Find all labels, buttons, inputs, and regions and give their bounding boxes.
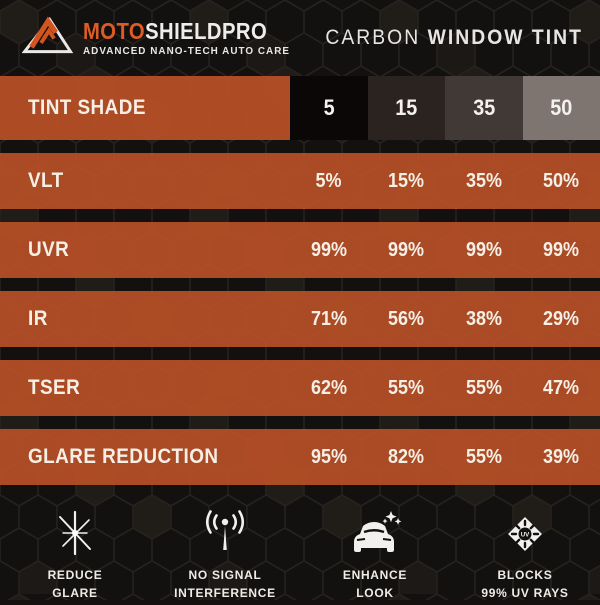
row-label: IR xyxy=(0,307,290,331)
table-row-uvr: UVR 99% 99% 99% 99% xyxy=(0,222,600,278)
row-value: 95% xyxy=(290,446,368,469)
row-value: 99% xyxy=(290,239,368,262)
feature-label-line2: LOOK xyxy=(343,584,407,602)
brand-name-moto: MOTO xyxy=(83,18,145,44)
row-value: 71% xyxy=(290,308,368,331)
row-value: 55% xyxy=(445,377,523,400)
uv-icon: UV xyxy=(501,510,549,558)
row-value: 55% xyxy=(368,377,446,400)
feature-reduce-glare: REDUCE GLARE xyxy=(0,498,150,600)
shade-swatch-50: 50 xyxy=(523,76,600,140)
row-value: 50% xyxy=(523,170,600,193)
tint-shade-header-row: TINT SHADE 5 15 35 50 xyxy=(0,76,600,140)
row-label: GLARE REDUCTION xyxy=(0,445,290,469)
page-title: CARBON WINDOW TINT xyxy=(326,26,584,50)
row-value: 99% xyxy=(368,239,446,262)
table-row-ir: IR 71% 56% 38% 29% xyxy=(0,291,600,347)
row-value: 56% xyxy=(368,308,446,331)
row-value: 39% xyxy=(523,446,600,469)
row-label: TSER xyxy=(0,376,290,400)
row-value: 55% xyxy=(445,446,523,469)
feature-label-line1: NO SIGNAL xyxy=(174,566,276,584)
feature-label-line2: INTERFERENCE xyxy=(174,584,276,602)
starburst-icon xyxy=(51,510,99,558)
row-value: 35% xyxy=(445,170,523,193)
feature-blocks-uv: UV BLOCKS 99% UV RAYS xyxy=(450,498,600,600)
car-icon xyxy=(345,510,405,558)
feature-label-line1: REDUCE xyxy=(48,566,103,584)
page-title-carbon: CARBON xyxy=(326,26,421,49)
row-label: VLT xyxy=(0,169,290,193)
shade-swatch-35: 35 xyxy=(445,76,523,140)
brand-logo: MOTOSHIELDPRO ADVANCED NANO-TECH AUTO CA… xyxy=(22,14,303,63)
row-label: UVR xyxy=(0,238,290,262)
row-value: 15% xyxy=(368,170,446,193)
row-value: 5% xyxy=(290,170,368,193)
tint-shade-label: TINT SHADE xyxy=(0,76,290,140)
antenna-icon xyxy=(200,510,250,558)
row-value: 82% xyxy=(368,446,446,469)
svg-text:UV: UV xyxy=(521,531,530,538)
feature-label-line2: 99% UV RAYS xyxy=(481,584,568,602)
header: MOTOSHIELDPRO ADVANCED NANO-TECH AUTO CA… xyxy=(0,0,600,76)
shade-swatch-5: 5 xyxy=(290,76,368,140)
table-row-glare-reduction: GLARE REDUCTION 95% 82% 55% 39% xyxy=(0,429,600,485)
feature-label-line2: GLARE xyxy=(48,584,103,602)
feature-enhance-look: ENHANCE LOOK xyxy=(300,498,450,600)
features-footer: REDUCE GLARE NO SIGNAL xyxy=(0,498,600,600)
triangle-logo-icon xyxy=(22,14,74,63)
row-value: 29% xyxy=(523,308,600,331)
table-row-vlt: VLT 5% 15% 35% 50% xyxy=(0,153,600,209)
page-title-window-tint: WINDOW TINT xyxy=(428,26,583,49)
feature-label-line1: ENHANCE xyxy=(343,566,407,584)
row-value: 62% xyxy=(290,377,368,400)
feature-label-line1: BLOCKS xyxy=(481,566,568,584)
row-value: 38% xyxy=(445,308,523,331)
brand-tagline: ADVANCED NANO-TECH AUTO CARE xyxy=(83,46,290,57)
row-value: 99% xyxy=(445,239,523,262)
shade-swatch-15: 15 xyxy=(368,76,446,140)
row-value: 99% xyxy=(523,239,600,262)
brand-name: MOTOSHIELDPRO xyxy=(83,20,277,43)
feature-no-signal-interference: NO SIGNAL INTERFERENCE xyxy=(150,498,300,600)
table-row-tser: TSER 62% 55% 55% 47% xyxy=(0,360,600,416)
brand-name-shieldpro: SHIELDPRO xyxy=(145,18,267,44)
row-value: 47% xyxy=(523,377,600,400)
